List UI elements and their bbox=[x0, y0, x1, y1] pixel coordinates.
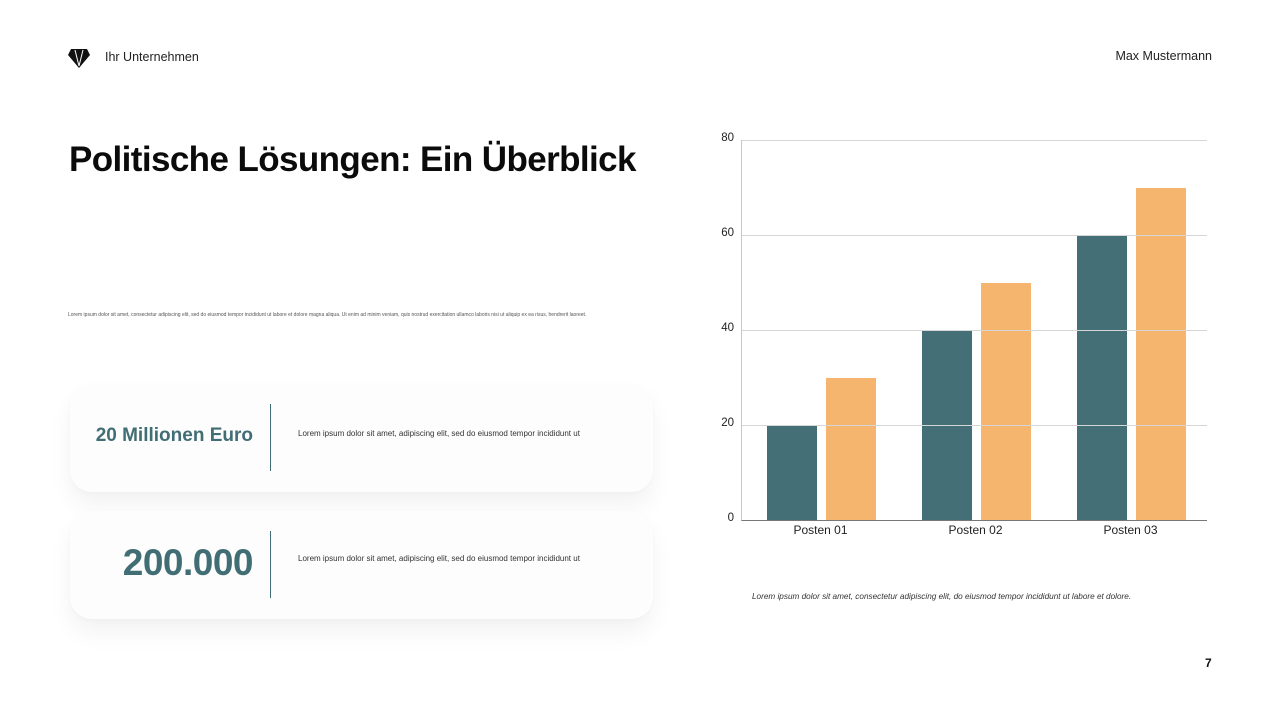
stat-value: 20 Millionen Euro bbox=[95, 425, 253, 446]
stat-value: 200.000 bbox=[122, 542, 254, 583]
x-tick-label: Posten 03 bbox=[1103, 523, 1158, 537]
diamond-logo-icon bbox=[68, 49, 90, 68]
bar bbox=[1135, 187, 1186, 520]
page-number: 7 bbox=[1205, 656, 1212, 670]
x-tick-label: Posten 02 bbox=[948, 523, 1003, 537]
divider bbox=[270, 404, 271, 471]
plot-area bbox=[741, 140, 1207, 521]
x-tick-label: Posten 01 bbox=[793, 523, 848, 537]
chart-caption: Lorem ipsum dolor sit amet, consectetur … bbox=[752, 592, 1132, 601]
y-tick-label: 40 bbox=[721, 322, 734, 334]
intro-text: Lorem ipsum dolor sit amet, consectetur … bbox=[68, 312, 587, 318]
bar bbox=[980, 282, 1031, 520]
gridline bbox=[742, 140, 1207, 141]
gridline bbox=[742, 235, 1207, 236]
y-tick-label: 0 bbox=[727, 512, 734, 524]
author-name: Max Mustermann bbox=[1115, 49, 1212, 63]
stat-card: 200.000 Lorem ipsum dolor sit amet, adip… bbox=[70, 511, 653, 619]
y-tick-label: 20 bbox=[721, 417, 734, 429]
bar bbox=[1076, 235, 1127, 520]
gridline bbox=[742, 425, 1207, 426]
y-tick-label: 60 bbox=[721, 227, 734, 239]
stat-description: Lorem ipsum dolor sit amet, adipiscing e… bbox=[298, 553, 580, 563]
divider bbox=[270, 531, 271, 598]
y-tick-label: 80 bbox=[721, 132, 734, 144]
bar bbox=[766, 425, 817, 520]
slide-title: Politische Lösungen: Ein Überblick bbox=[69, 140, 637, 179]
stat-description: Lorem ipsum dolor sit amet, adipiscing e… bbox=[298, 428, 580, 438]
bar bbox=[825, 377, 876, 520]
gridline bbox=[742, 330, 1207, 331]
bar-chart: 0 20 40 60 80 Posten 01 Posten 02 Posten 03 bbox=[700, 125, 1220, 555]
bars bbox=[742, 140, 1207, 520]
stat-card: 20 Millionen Euro Lorem ipsum dolor sit … bbox=[70, 384, 653, 492]
company-name: Ihr Unternehmen bbox=[105, 50, 199, 64]
